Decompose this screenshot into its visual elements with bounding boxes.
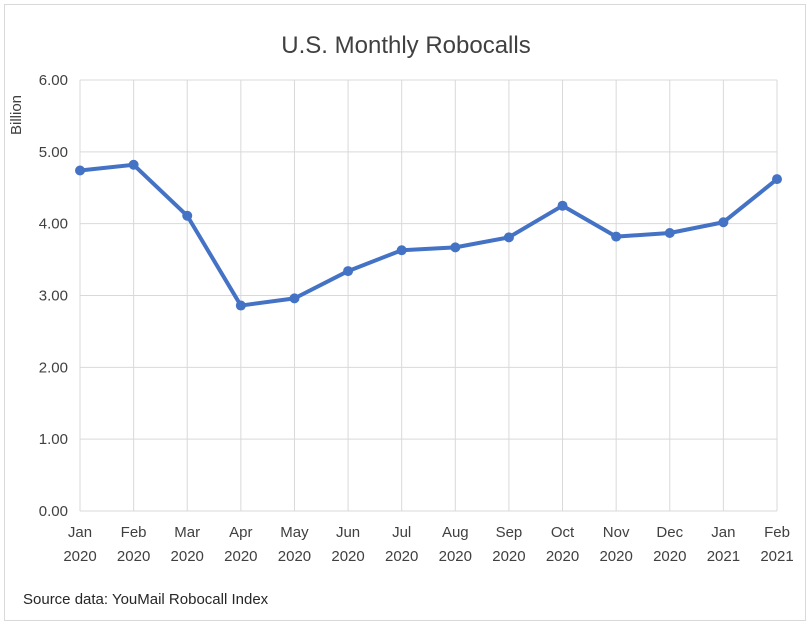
x-tick-label: Jan 2021 <box>707 524 740 565</box>
y-tick-labels: 0.00 1.00 2.00 3.00 4.00 5.00 6.00 <box>39 72 68 520</box>
y-tick-label: 3.00 <box>39 288 68 305</box>
x-tick-year: 2020 <box>653 548 686 565</box>
data-point <box>289 293 300 304</box>
x-tick-label: May 2020 <box>278 524 311 565</box>
x-tick-year: 2020 <box>331 548 364 565</box>
y-tick-label: 2.00 <box>39 359 68 376</box>
x-tick-month: Apr <box>229 524 252 541</box>
x-tick-year: 2020 <box>546 548 579 565</box>
x-tick-label: Jan 2020 <box>63 524 96 565</box>
x-tick-month: Jan <box>68 524 92 541</box>
x-tick-month: Jan <box>711 524 735 541</box>
x-tick-year: 2020 <box>63 548 96 565</box>
x-tick-year: 2020 <box>171 548 204 565</box>
x-tick-month: May <box>280 524 309 541</box>
data-point <box>611 231 622 242</box>
x-tick-year: 2020 <box>278 548 311 565</box>
y-axis-label: Billion <box>8 95 25 135</box>
x-tick-year: 2020 <box>439 548 472 565</box>
x-tick-month: Oct <box>551 524 575 541</box>
x-tick-month: Mar <box>174 524 200 541</box>
data-point <box>396 245 407 256</box>
x-tick-label: Jun 2020 <box>331 524 364 565</box>
x-tick-label: Feb 2020 <box>117 524 150 565</box>
x-tick-label: Feb 2021 <box>760 524 793 565</box>
x-tick-month: Aug <box>442 524 469 541</box>
x-tick-month: Jul <box>392 524 411 541</box>
data-point <box>75 165 85 176</box>
y-tick-label: 1.00 <box>39 431 68 448</box>
x-tick-year: 2020 <box>224 548 257 565</box>
y-tick-label: 0.00 <box>39 503 68 520</box>
data-point <box>503 232 514 243</box>
x-tick-month: Dec <box>656 524 683 541</box>
x-tick-month: Sep <box>496 524 523 541</box>
x-tick-month: Feb <box>121 524 147 541</box>
source-annotation: Source data: YouMail Robocall Index <box>23 591 269 608</box>
data-point <box>343 266 354 277</box>
chart-title: U.S. Monthly Robocalls <box>281 32 530 59</box>
data-point <box>128 159 139 170</box>
x-tick-month: Jun <box>336 524 360 541</box>
y-tick-label: 4.00 <box>39 216 68 233</box>
chart-frame: U.S. Monthly Robocalls Billion 0.00 1.00 2… <box>4 4 806 621</box>
data-point <box>664 228 675 239</box>
x-tick-year: 2020 <box>599 548 632 565</box>
x-tick-year: 2021 <box>707 548 740 565</box>
x-tick-label: Sep 2020 <box>492 524 525 565</box>
data-point <box>450 242 461 253</box>
x-tick-label: Apr 2020 <box>224 524 257 565</box>
x-tick-label: Oct 2020 <box>546 524 579 565</box>
x-tick-label: Jul 2020 <box>385 524 418 565</box>
x-tick-label: Nov 2020 <box>599 524 632 565</box>
x-tick-year: 2021 <box>760 548 793 565</box>
x-tick-month: Nov <box>603 524 630 541</box>
y-tick-label: 6.00 <box>39 72 68 89</box>
gridlines <box>79 79 778 512</box>
data-point <box>772 174 782 185</box>
data-point <box>235 300 246 311</box>
x-tick-year: 2020 <box>492 548 525 565</box>
x-tick-labels: Jan 2020 Feb 2020 Mar 2020 Apr 2020 May 2020 Jun 20… <box>63 524 793 565</box>
y-tick-label: 5.00 <box>39 144 68 161</box>
series-line <box>78 162 779 308</box>
series-layer <box>75 159 782 311</box>
x-tick-label: Dec 2020 <box>653 524 686 565</box>
x-tick-month: Feb <box>764 524 790 541</box>
data-point <box>557 200 568 211</box>
x-tick-year: 2020 <box>385 548 418 565</box>
data-point <box>718 217 729 228</box>
x-tick-label: Mar 2020 <box>171 524 204 565</box>
chart-svg: U.S. Monthly Robocalls Billion 0.00 1.00 2… <box>8 32 794 608</box>
x-tick-label: Aug 2020 <box>439 524 472 565</box>
data-point <box>182 210 193 221</box>
x-tick-year: 2020 <box>117 548 150 565</box>
